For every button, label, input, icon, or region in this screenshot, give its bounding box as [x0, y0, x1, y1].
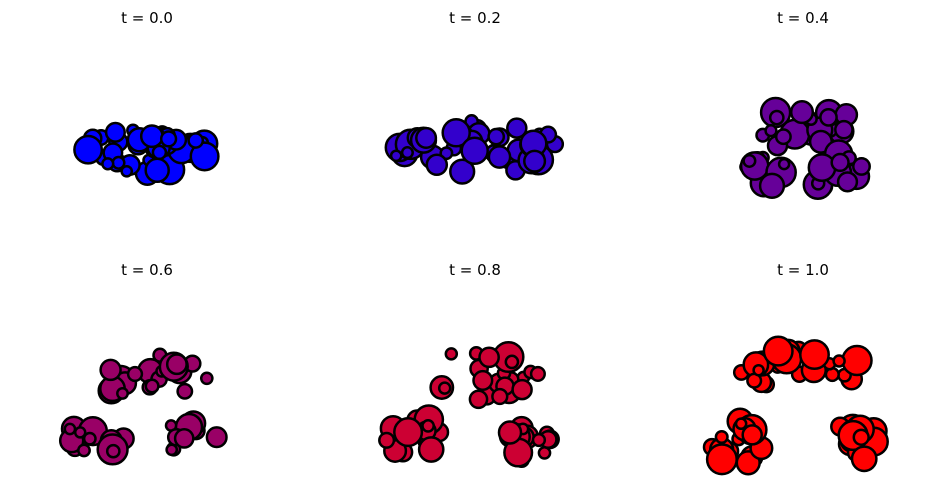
markers: [378, 340, 560, 469]
scatter-point: [491, 387, 509, 406]
scatter-point: [487, 127, 506, 146]
scatter-point: [468, 389, 489, 410]
scatter-point: [400, 146, 414, 160]
markers: [384, 114, 565, 185]
scatter-point: [734, 417, 748, 431]
scatter-point: [99, 358, 122, 382]
scatter-point: [487, 145, 512, 169]
scatter-point: [752, 363, 765, 377]
subplot-6: t = 1.0: [702, 261, 889, 476]
scatter-point: [705, 443, 738, 476]
scatter-point: [497, 420, 523, 445]
scatter-point: [478, 346, 500, 369]
scatter-point: [741, 424, 763, 446]
scatter-point: [834, 119, 854, 140]
scatter-point: [523, 149, 547, 173]
markers: [58, 347, 228, 466]
scatter-point: [104, 121, 126, 143]
scatter-point: [187, 132, 205, 149]
scatter-point: [511, 378, 533, 401]
scatter-point: [852, 428, 870, 446]
scatter-point: [529, 365, 546, 382]
scatter-point: [774, 128, 792, 146]
subplot-title: t = 0.4: [777, 9, 829, 27]
scatter-point: [173, 428, 195, 449]
scatter-point: [836, 171, 859, 193]
scatter-point: [799, 339, 830, 371]
scatter-point: [415, 126, 438, 149]
scatter-point: [764, 124, 778, 138]
scatter-point: [819, 108, 838, 127]
scatter-point: [714, 429, 729, 445]
markers: [702, 335, 889, 476]
scatter-point: [393, 417, 424, 448]
markers: [73, 121, 220, 186]
subplot-title: t = 0.0: [121, 9, 173, 27]
scatter-point: [165, 353, 188, 376]
scatter-point: [144, 157, 170, 184]
subplot-2: t = 0.2: [384, 9, 565, 185]
scatter-point: [111, 155, 126, 170]
scatter-point: [73, 426, 87, 439]
subplot-3: t = 0.4: [739, 9, 871, 200]
scatter-point: [139, 124, 164, 149]
scatter-point: [768, 109, 785, 126]
scatter-point: [151, 144, 168, 161]
scatter-point: [159, 130, 178, 148]
scatter-point: [189, 141, 220, 172]
scatter-point: [77, 443, 91, 458]
scatter-point: [444, 347, 459, 361]
scatter-point: [504, 354, 520, 370]
scatter-point: [449, 158, 476, 185]
scatter-point: [841, 344, 873, 377]
markers: [739, 96, 871, 200]
scatter-point: [199, 371, 214, 386]
scatter-point: [441, 118, 471, 148]
scatter-point: [531, 432, 547, 448]
scatter-point: [742, 153, 757, 168]
scatter-point: [777, 157, 791, 171]
scatter-point: [472, 369, 494, 391]
scatter-point: [176, 382, 194, 400]
scatter-point: [73, 134, 104, 165]
scatter-point: [850, 445, 878, 473]
subplot-5: t = 0.8: [378, 261, 560, 469]
scatter-point: [762, 335, 794, 367]
scatter-point: [120, 164, 134, 178]
scatter-point: [830, 152, 850, 173]
scatter-point: [144, 378, 160, 394]
subplot-4: t = 0.6: [58, 261, 228, 466]
scatter-point: [417, 436, 445, 463]
scatter-point: [63, 422, 77, 436]
scatter-point: [126, 365, 144, 383]
scatter-point: [758, 172, 786, 199]
subplot-title: t = 0.8: [449, 261, 501, 279]
scatter-point: [437, 381, 452, 395]
scatter-point: [789, 100, 815, 125]
scatter-point: [832, 354, 846, 368]
scatter-point: [82, 431, 97, 446]
scatter-point: [506, 117, 528, 139]
subplot-title: t = 0.6: [121, 261, 173, 279]
scatter-point: [852, 156, 871, 176]
scatter-point: [105, 443, 121, 459]
scatter-point: [101, 157, 115, 171]
scatter-point: [389, 149, 403, 163]
subplot-1: t = 0.0: [73, 9, 220, 186]
scatter-point: [425, 153, 449, 177]
subplot-title: t = 0.2: [449, 9, 501, 27]
scatter-point: [116, 386, 129, 400]
subplot-title: t = 1.0: [777, 261, 829, 279]
scatter-point: [460, 136, 489, 166]
scatter-point: [378, 431, 396, 449]
scatter-point: [421, 419, 435, 433]
scatter-point: [807, 153, 837, 183]
scatter-point: [205, 426, 228, 449]
